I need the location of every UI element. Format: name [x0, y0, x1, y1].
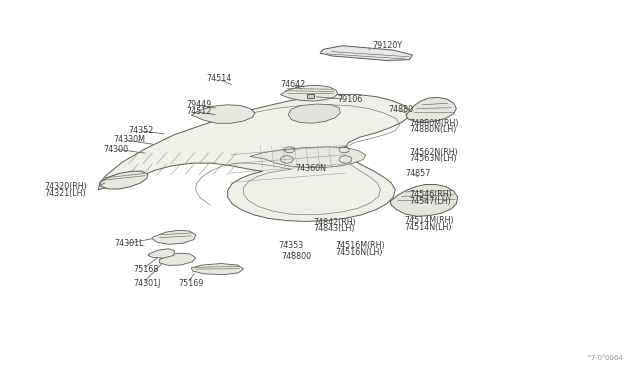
Text: 74642: 74642 — [280, 80, 306, 89]
Text: 74514: 74514 — [207, 74, 232, 83]
Polygon shape — [99, 94, 410, 221]
Text: 74546(RH): 74546(RH) — [410, 190, 452, 199]
Polygon shape — [406, 97, 456, 122]
Text: ^7·0³0064: ^7·0³0064 — [586, 355, 623, 361]
Text: 74514M(RH): 74514M(RH) — [404, 216, 454, 225]
Polygon shape — [148, 249, 175, 258]
Text: 74547(LH): 74547(LH) — [410, 197, 452, 206]
Text: 75169: 75169 — [179, 279, 204, 288]
Polygon shape — [320, 46, 412, 61]
Text: 74880M(RH): 74880M(RH) — [410, 119, 460, 128]
Text: 74321(LH): 74321(LH) — [45, 189, 86, 198]
Bar — [307, 94, 314, 98]
Polygon shape — [288, 104, 340, 123]
Text: 74330M: 74330M — [113, 135, 145, 144]
Text: 79120Y: 79120Y — [372, 41, 403, 50]
Text: 74562N(RH): 74562N(RH) — [410, 148, 459, 157]
Text: 74843(LH): 74843(LH) — [314, 224, 355, 233]
Text: 79106: 79106 — [338, 95, 363, 104]
Text: 74516N(LH): 74516N(LH) — [335, 248, 383, 257]
Text: 748800: 748800 — [282, 252, 312, 262]
Text: 79449: 79449 — [186, 100, 212, 109]
Polygon shape — [100, 171, 148, 189]
Text: 74320(RH): 74320(RH) — [45, 182, 88, 191]
Text: 75168: 75168 — [133, 264, 159, 273]
Text: 74516M(RH): 74516M(RH) — [335, 241, 385, 250]
Text: 74512: 74512 — [186, 107, 212, 116]
Polygon shape — [191, 263, 244, 275]
Text: 74880N(LH): 74880N(LH) — [410, 125, 457, 134]
Text: 74842(RH): 74842(RH) — [314, 218, 356, 227]
Polygon shape — [250, 147, 366, 167]
Text: 74353: 74353 — [278, 241, 303, 250]
Text: 74857: 74857 — [405, 169, 431, 178]
Text: 74352: 74352 — [129, 126, 154, 135]
Text: 74300: 74300 — [103, 145, 129, 154]
Text: 74514N(LH): 74514N(LH) — [404, 223, 452, 232]
Polygon shape — [390, 185, 458, 216]
Text: 74301J: 74301J — [133, 279, 161, 288]
Text: 74880: 74880 — [389, 105, 414, 114]
Polygon shape — [191, 105, 255, 123]
Text: 74301L: 74301L — [115, 239, 144, 248]
Polygon shape — [280, 86, 338, 101]
Polygon shape — [152, 230, 196, 244]
Text: 74563N(LH): 74563N(LH) — [410, 154, 458, 163]
Text: 74360N: 74360N — [296, 164, 327, 173]
Polygon shape — [159, 253, 196, 265]
